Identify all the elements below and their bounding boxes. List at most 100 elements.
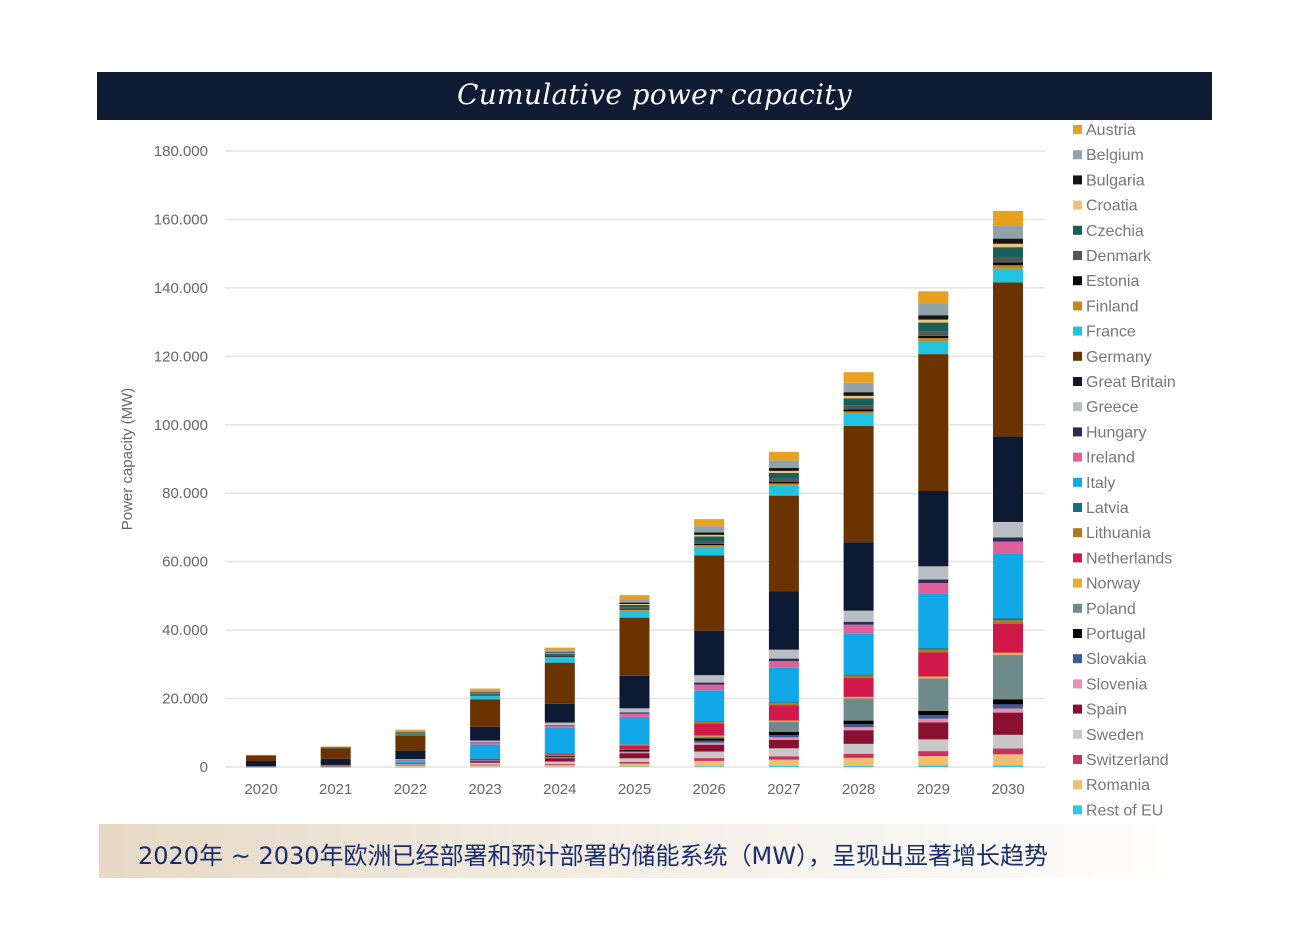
legend-swatch xyxy=(1073,200,1082,210)
bar-segment-greece xyxy=(768,649,799,659)
bar-segment-france xyxy=(470,696,501,700)
bar-segment-romania xyxy=(395,765,426,767)
bar-segment-belgium xyxy=(470,690,501,693)
bar-segment-spain xyxy=(694,744,725,752)
legend-label: Sweden xyxy=(1086,727,1144,744)
bar-segment-denmark xyxy=(993,257,1023,263)
bar-segment-austria xyxy=(320,746,351,748)
legend-label: Switzerland xyxy=(1086,752,1169,769)
bar-segment-estonia xyxy=(619,609,650,610)
bar-segment-austria xyxy=(246,754,276,756)
bar-segment-hungary xyxy=(694,682,725,685)
bar-segment-romania xyxy=(470,765,501,767)
bar-segment-slovakia xyxy=(918,715,949,719)
bar-segment-ireland xyxy=(993,541,1023,554)
y-tick-label: 100.000 xyxy=(154,417,208,434)
bar-segment-czechia xyxy=(694,536,725,542)
bar-segment-croatia xyxy=(470,692,501,694)
bar-segment-italy xyxy=(843,633,874,675)
bar-segment-rest-of-eu xyxy=(619,766,650,768)
bar-segment-germany xyxy=(395,735,426,751)
legend-label: Estonia xyxy=(1086,273,1139,290)
bar-segment-greece xyxy=(544,722,575,726)
x-tick-label: 2029 xyxy=(917,781,950,798)
bar-segment-latvia xyxy=(694,721,725,722)
bar-segment-italy xyxy=(544,727,575,754)
bar-segment-switzerland xyxy=(694,758,725,761)
legend-swatch xyxy=(1073,578,1082,588)
legend-label: Portugal xyxy=(1086,626,1146,643)
bar-segment-italy xyxy=(993,553,1023,619)
x-tick-label: 2023 xyxy=(468,781,501,798)
legend-label: Austria xyxy=(1086,122,1136,139)
legend-label: Hungary xyxy=(1086,424,1146,441)
bar-segment-spain xyxy=(918,722,949,740)
bar-segment-slovenia xyxy=(993,708,1023,713)
bar-segment-great-britain xyxy=(470,726,501,741)
legend-label: Denmark xyxy=(1086,248,1152,265)
y-tick-label: 80.000 xyxy=(162,485,208,502)
bar-segment-belgium xyxy=(918,304,949,316)
bar-segment-rest-of-eu xyxy=(395,766,426,768)
bar-segment-austria xyxy=(918,291,949,305)
bar-segment-lithuania xyxy=(544,753,575,755)
bar-segment-lithuania xyxy=(694,721,725,724)
bar-segment-finland xyxy=(918,338,949,342)
bar-segment-great-britain xyxy=(320,758,351,765)
legend-swatch xyxy=(1073,175,1082,185)
bar-segment-greece xyxy=(993,521,1023,538)
bar-segment-slovenia xyxy=(395,764,426,765)
bar-segment-sweden xyxy=(993,734,1023,749)
bar-segment-slovenia xyxy=(843,727,874,731)
legend-label: Romania xyxy=(1086,777,1150,794)
bar-segment-estonia xyxy=(768,481,799,484)
bar-segment-ireland xyxy=(619,713,650,717)
bar-segment-finland xyxy=(544,656,575,658)
legend-swatch xyxy=(1073,503,1082,512)
bar-segment-ireland xyxy=(694,684,725,691)
bar-segment-norway xyxy=(993,652,1023,655)
bar-segment-poland xyxy=(768,721,799,732)
bar-segment-latvia xyxy=(768,702,799,704)
bar-segment-sweden xyxy=(694,751,725,759)
legend-label: Belgium xyxy=(1086,147,1144,164)
bar-segment-austria xyxy=(395,729,426,731)
x-tick-label: 2025 xyxy=(618,781,651,798)
bar-segment-lithuania xyxy=(918,649,949,653)
bar-segment-finland xyxy=(768,483,799,486)
bar-segment-ireland xyxy=(768,660,799,668)
bar-segment-denmark xyxy=(619,607,650,610)
bar-segment-spain xyxy=(470,761,501,763)
bar-segment-great-britain xyxy=(918,490,949,567)
bar-segment-switzerland xyxy=(843,753,874,758)
bar-segment-czechia xyxy=(470,693,501,695)
bar-segment-belgium xyxy=(768,460,799,468)
legend-swatch xyxy=(1073,603,1082,613)
x-tick-label: 2026 xyxy=(693,781,726,798)
legend-swatch xyxy=(1073,477,1082,487)
bar-segment-czechia xyxy=(993,247,1023,258)
y-axis-label: Power capacity (MW) xyxy=(119,388,136,531)
bar-segment-france xyxy=(768,485,799,496)
bar-segment-germany xyxy=(470,699,501,727)
bar-segment-italy xyxy=(619,716,650,745)
bar-segment-latvia xyxy=(619,744,650,745)
bar-segment-czechia xyxy=(544,653,575,656)
bar-segment-bulgaria xyxy=(993,238,1023,244)
bar-segment-croatia xyxy=(619,603,650,605)
bar-segment-finland xyxy=(619,609,650,611)
bar-segment-france xyxy=(843,413,874,426)
bar-segment-germany xyxy=(918,354,949,491)
bar-segment-greece xyxy=(694,675,725,683)
bar-segment-netherlands xyxy=(619,745,650,750)
y-tick-label: 160.000 xyxy=(154,211,208,228)
bar-segment-belgium xyxy=(619,599,650,603)
bar-segment-romania xyxy=(918,756,949,766)
bar-segment-germany xyxy=(619,617,650,676)
legend-label: Slovenia xyxy=(1086,676,1147,693)
bar-segment-slovenia xyxy=(470,760,501,762)
legend-swatch xyxy=(1073,125,1082,134)
bar-segment-estonia xyxy=(918,335,949,339)
bar-segment-poland xyxy=(918,678,949,711)
bar-segment-rest-of-eu xyxy=(544,766,575,768)
